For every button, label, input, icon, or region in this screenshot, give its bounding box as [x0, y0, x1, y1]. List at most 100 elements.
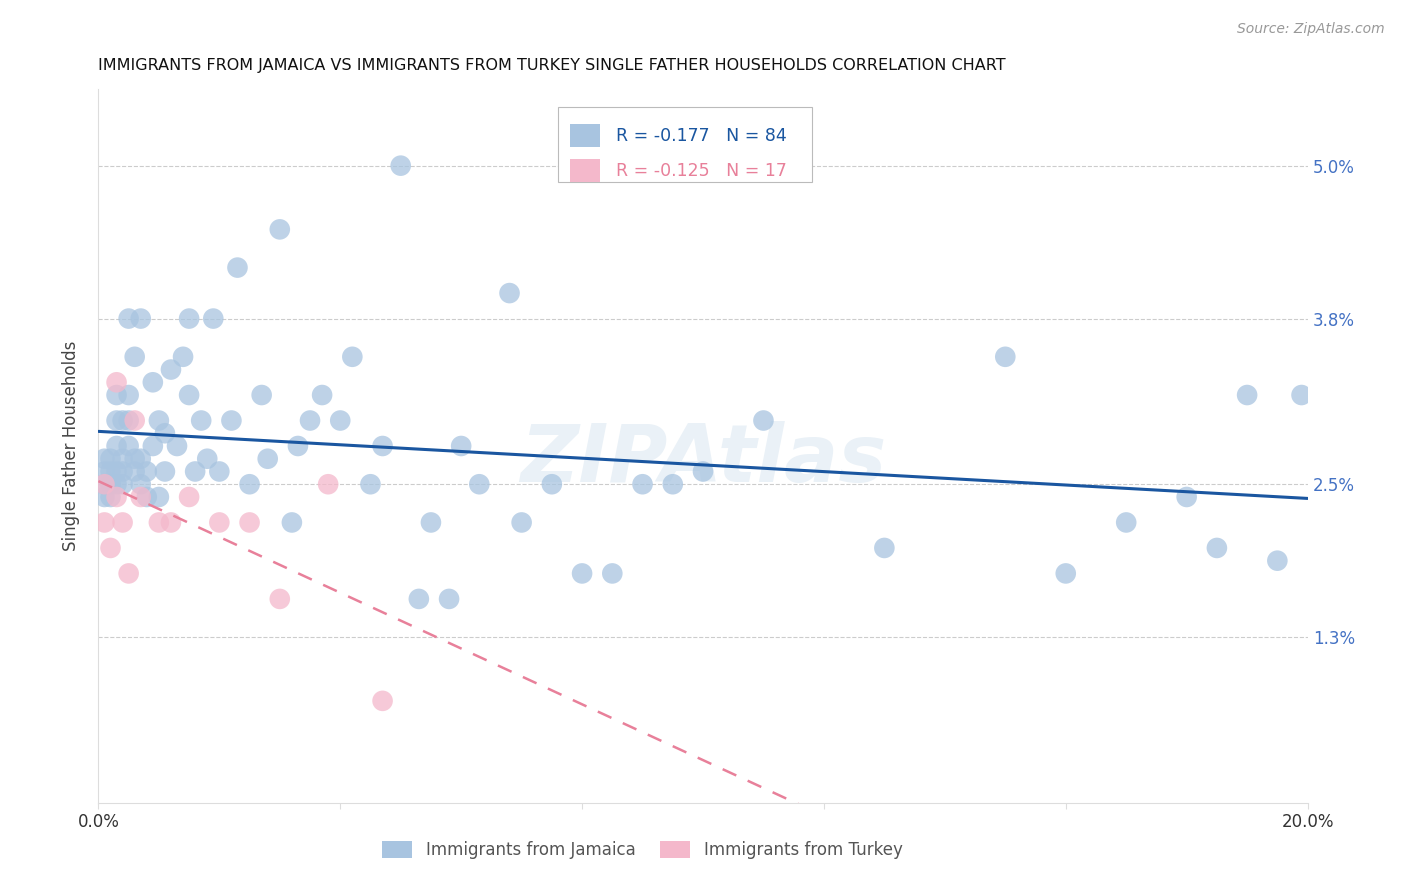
Point	[239, 477, 262, 491]
Point	[269, 591, 291, 606]
Point	[1054, 566, 1077, 581]
Point	[420, 516, 443, 530]
Point	[142, 439, 165, 453]
Point	[124, 451, 146, 466]
Point	[269, 222, 291, 236]
Point	[135, 465, 157, 479]
Point	[226, 260, 249, 275]
Point	[602, 566, 624, 581]
Point	[111, 465, 134, 479]
Point	[239, 516, 262, 530]
Point	[498, 286, 520, 301]
Point	[329, 413, 352, 427]
Point	[118, 566, 141, 581]
Legend: Immigrants from Jamaica, Immigrants from Turkey: Immigrants from Jamaica, Immigrants from…	[382, 840, 903, 859]
Point	[510, 516, 533, 530]
Point	[118, 413, 141, 427]
Point	[148, 490, 170, 504]
Point	[93, 465, 115, 479]
Point	[124, 350, 146, 364]
Point	[153, 465, 176, 479]
Point	[166, 439, 188, 453]
Point	[190, 413, 212, 427]
Point	[221, 413, 243, 427]
Point	[342, 350, 364, 364]
Point	[184, 465, 207, 479]
Point	[105, 376, 128, 390]
Point	[148, 413, 170, 427]
Point	[160, 516, 183, 530]
Point	[281, 516, 304, 530]
Point	[100, 477, 122, 491]
Text: ZIPAtlas: ZIPAtlas	[520, 421, 886, 500]
Point	[111, 413, 134, 427]
Point	[105, 413, 128, 427]
Point	[100, 451, 122, 466]
Point	[148, 516, 170, 530]
Point	[468, 477, 491, 491]
Point	[160, 362, 183, 376]
Point	[105, 465, 128, 479]
Point	[105, 439, 128, 453]
Point	[129, 490, 152, 504]
Point	[371, 694, 394, 708]
Point	[360, 477, 382, 491]
Point	[124, 465, 146, 479]
Point	[752, 413, 775, 427]
Text: IMMIGRANTS FROM JAMAICA VS IMMIGRANTS FROM TURKEY SINGLE FATHER HOUSEHOLDS CORRE: IMMIGRANTS FROM JAMAICA VS IMMIGRANTS FR…	[98, 58, 1007, 73]
Point	[93, 477, 115, 491]
Point	[111, 451, 134, 466]
FancyBboxPatch shape	[558, 107, 811, 182]
Text: R = -0.125   N = 17: R = -0.125 N = 17	[616, 161, 787, 179]
FancyBboxPatch shape	[569, 124, 600, 147]
Point	[142, 376, 165, 390]
Point	[256, 451, 278, 466]
Point	[1236, 388, 1258, 402]
Text: R = -0.177   N = 84: R = -0.177 N = 84	[616, 127, 787, 145]
Point	[631, 477, 654, 491]
Point	[299, 413, 322, 427]
Point	[118, 311, 141, 326]
FancyBboxPatch shape	[569, 160, 600, 182]
Point	[316, 477, 339, 491]
Point	[179, 388, 201, 402]
Point	[135, 490, 157, 504]
Point	[105, 388, 128, 402]
Point	[450, 439, 472, 453]
Point	[118, 388, 141, 402]
Point	[100, 490, 122, 504]
Point	[437, 591, 460, 606]
Point	[540, 477, 562, 491]
Point	[408, 591, 430, 606]
Point	[93, 490, 115, 504]
Point	[111, 516, 134, 530]
Point	[129, 477, 152, 491]
Point	[873, 541, 896, 555]
Point	[1175, 490, 1198, 504]
Point	[93, 516, 115, 530]
Point	[994, 350, 1017, 364]
Text: Source: ZipAtlas.com: Source: ZipAtlas.com	[1237, 22, 1385, 37]
Point	[124, 413, 146, 427]
Point	[93, 477, 115, 491]
Point	[111, 477, 134, 491]
Point	[389, 159, 412, 173]
Point	[1291, 388, 1313, 402]
Point	[172, 350, 194, 364]
Point	[195, 451, 218, 466]
Point	[100, 477, 122, 491]
Point	[208, 516, 231, 530]
Point	[287, 439, 309, 453]
Point	[179, 490, 201, 504]
Point	[208, 465, 231, 479]
Point	[105, 477, 128, 491]
Point	[371, 439, 394, 453]
Point	[105, 490, 128, 504]
Point	[93, 451, 115, 466]
Point	[153, 426, 176, 441]
Y-axis label: Single Father Households: Single Father Households	[62, 341, 80, 551]
Point	[100, 465, 122, 479]
Point	[129, 451, 152, 466]
Point	[202, 311, 225, 326]
Point	[179, 311, 201, 326]
